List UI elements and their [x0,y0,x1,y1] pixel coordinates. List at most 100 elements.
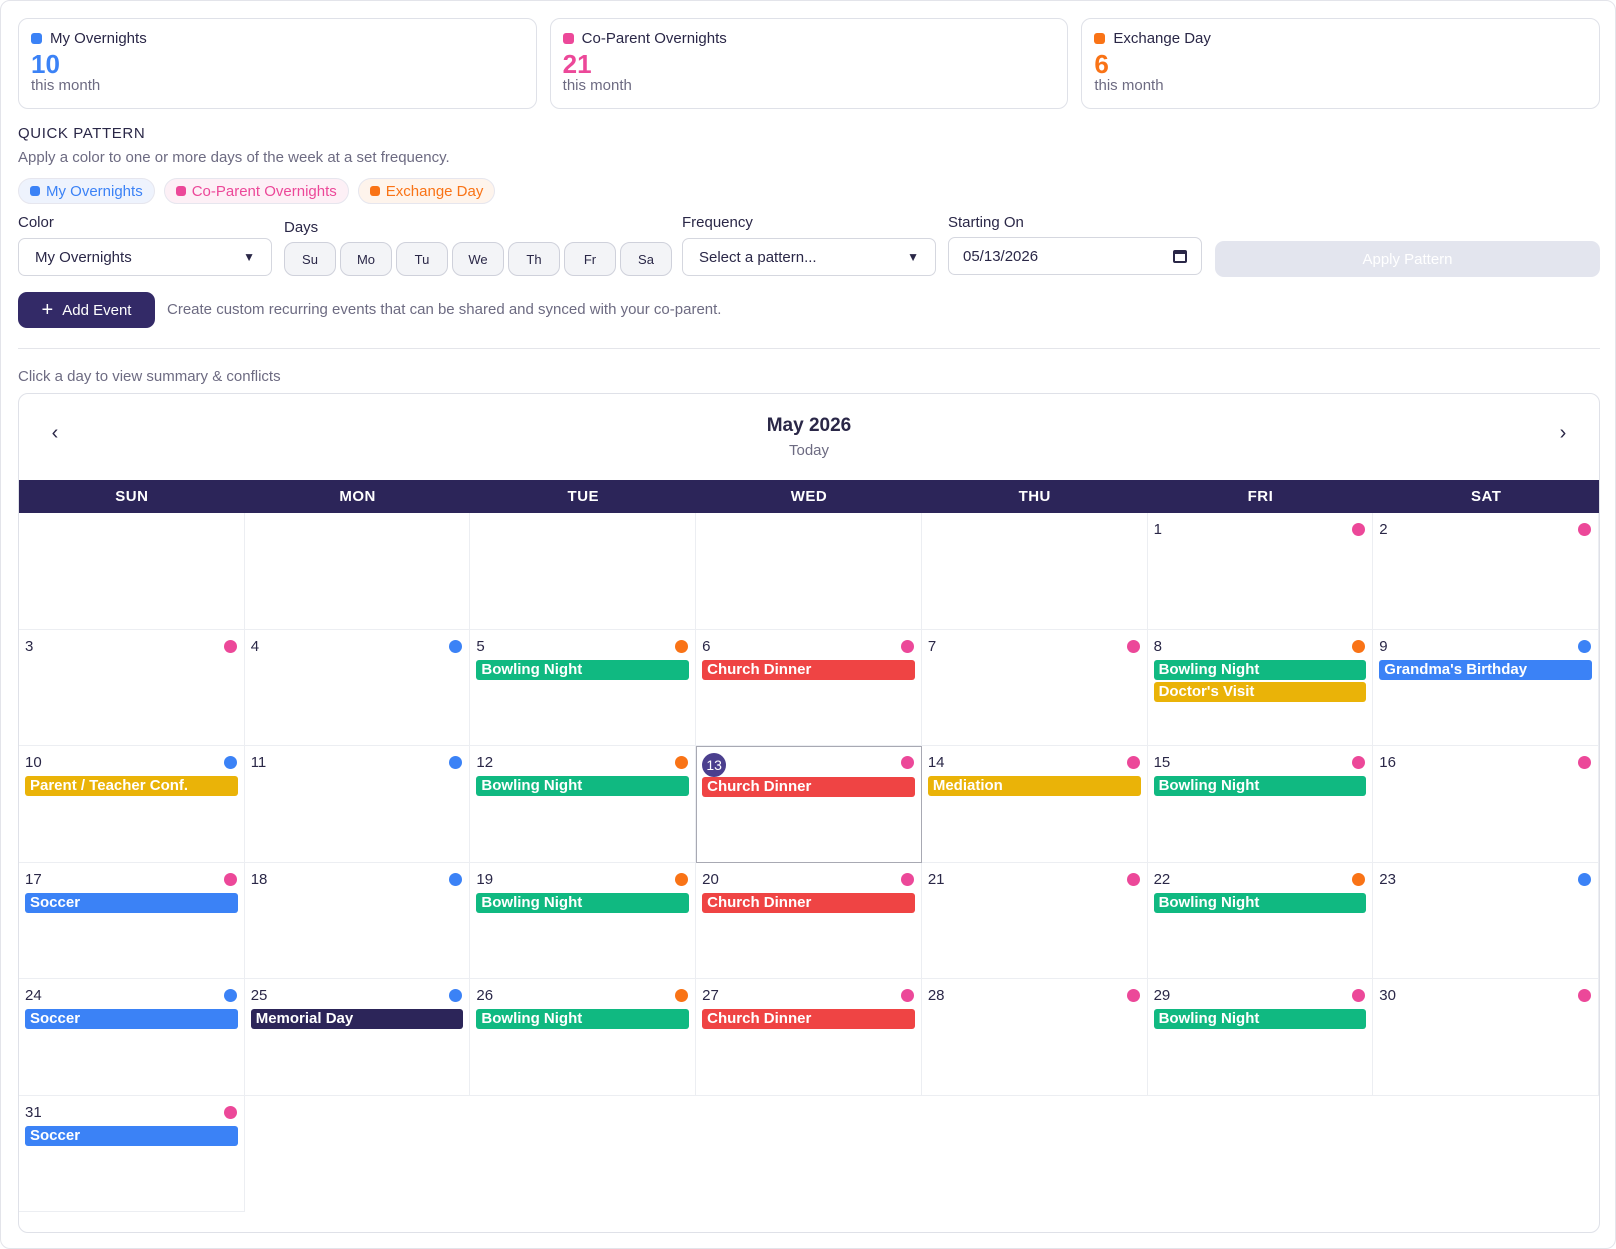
color-label: Color [18,214,54,231]
event-pill[interactable]: Church Dinner [702,659,915,680]
day-toggle-tu[interactable]: Tu [396,242,448,276]
day-cell-31[interactable]: 31 Soccer [19,1095,245,1212]
day-cell-28[interactable]: 28 [921,979,1148,1096]
event-pill[interactable]: Bowling Night [1153,659,1367,680]
event-pill[interactable]: Bowling Night [1153,1009,1367,1029]
event-pill[interactable]: Soccer [25,1009,238,1029]
chevron-right-icon[interactable]: › [1559,422,1567,444]
event-pill[interactable]: Memorial Day [250,1009,464,1029]
custody-dot-icon [1352,639,1366,653]
day-cell-14[interactable]: 14 Mediation [921,746,1148,863]
day-toggle-sa[interactable]: Sa [620,242,672,276]
day-cell-13[interactable]: 13 Church Dinner [696,746,922,863]
custody-dot-icon [223,1105,237,1119]
weekday-wed: WED [790,488,828,505]
day-toggle-we[interactable]: We [452,242,504,276]
apply-pattern-button[interactable]: Apply Pattern [1215,241,1600,277]
add-event-button[interactable]: + Add Event [18,292,155,328]
event-pill[interactable]: Doctor's Visit [1153,681,1367,702]
event-pill[interactable]: Soccer [25,892,238,913]
custody-dot-icon [1352,872,1366,886]
chip-my-overnights[interactable]: My Overnights [18,178,155,204]
day-cell-18[interactable]: 18 [244,862,471,979]
day-cell-8[interactable]: 8 Bowling Night Doctor's Visit [1147,629,1374,746]
day-cell-12[interactable]: 12 Bowling Night [470,746,697,863]
day-number: 15 [1153,754,1171,771]
frequency-select[interactable]: Select a pattern... ▼ [682,238,936,276]
event-list: Bowling Night [476,776,690,796]
day-cell-29[interactable]: 29 Bowling Night [1147,979,1374,1096]
day-cell-27[interactable]: 27 Church Dinner [696,979,922,1096]
legend-chips: My Overnights Co-Parent Overnights Excha… [18,178,496,204]
stat-card-coparent-overnights: Co-Parent Overnights 21 this month [549,18,1069,109]
event-pill[interactable]: Church Dinner [702,777,915,797]
day-cell-6[interactable]: 6 Church Dinner [696,629,922,746]
event-pill[interactable]: Grandma's Birthday [1379,659,1592,680]
event-list: Parent / Teacher Conf. [25,776,238,796]
event-pill[interactable]: Soccer [25,1125,238,1146]
custody-dot-icon [1577,756,1591,769]
event-pill[interactable]: Church Dinner [702,1009,915,1029]
day-cell-23[interactable]: 23 [1373,862,1599,979]
stat-sub: this month [562,77,632,94]
day-cell-26[interactable]: 26 Bowling Night [470,979,697,1096]
custody-dot-icon [1577,872,1591,886]
day-cell-19[interactable]: 19 Bowling Night [470,862,697,979]
event-list: Bowling Night [476,659,690,680]
start-date-input[interactable]: 05/13/2026 [948,237,1202,275]
day-toggle-th[interactable]: Th [508,242,560,276]
custody-dot-icon [675,872,689,886]
day-cell-22[interactable]: 22 Bowling Night [1147,862,1374,979]
day-cell-21[interactable]: 21 [921,862,1148,979]
stat-label: Co-Parent Overnights [581,30,727,47]
event-pill[interactable]: Bowling Night [1153,776,1367,796]
event-list: Soccer [25,1125,238,1146]
day-toggle-fr[interactable]: Fr [564,242,616,276]
event-pill[interactable]: Mediation [927,776,1141,796]
day-cell-11[interactable]: 11 [244,746,471,863]
day-cell-20[interactable]: 20 Church Dinner [696,862,922,979]
empty-day-cell [921,513,1148,630]
event-pill[interactable]: Bowling Night [1153,892,1367,913]
custody-dot-icon [1577,989,1591,1002]
day-number: 25 [250,987,268,1004]
day-cell-1[interactable]: 1 [1147,513,1374,630]
calendar-icon[interactable] [1173,249,1187,263]
day-cell-16[interactable]: 16 [1373,746,1599,863]
day-number: 9 [1379,637,1388,655]
day-toggle-su[interactable]: Su [284,242,336,276]
day-cell-7[interactable]: 7 [921,629,1148,746]
chip-label: My Overnights [46,182,143,200]
event-pill[interactable]: Church Dinner [702,892,915,913]
today-link[interactable]: Today [788,442,830,459]
event-list: Church Dinner [702,659,915,680]
square-icon [30,186,40,196]
event-pill[interactable]: Bowling Night [476,892,690,913]
day-cell-4[interactable]: 4 [244,629,471,746]
weekday-sun: SUN [115,488,149,505]
event-pill[interactable]: Parent / Teacher Conf. [25,776,238,796]
day-cell-9[interactable]: 9 Grandma's Birthday [1373,629,1599,746]
day-cell-10[interactable]: 10 Parent / Teacher Conf. [19,746,245,863]
custody-dot-icon [675,989,689,1002]
color-select[interactable]: My Overnights ▼ [18,238,272,276]
day-cell-5[interactable]: 5 Bowling Night [470,629,697,746]
chip-exchange-day[interactable]: Exchange Day [357,178,496,204]
event-pill[interactable]: Bowling Night [476,776,690,796]
day-cell-15[interactable]: 15 Bowling Night [1147,746,1374,863]
event-pill[interactable]: Bowling Night [476,1009,690,1029]
day-toggle-mo[interactable]: Mo [340,242,392,276]
day-cell-25[interactable]: 25 Memorial Day [244,979,471,1096]
chevron-left-icon[interactable]: ‹ [51,422,59,444]
day-cell-17[interactable]: 17 Soccer [19,862,245,979]
event-pill[interactable]: Bowling Night [476,659,690,680]
empty-day-cell [696,513,922,630]
day-number: 18 [250,870,268,888]
chip-coparent-overnights[interactable]: Co-Parent Overnights [163,178,349,204]
day-cell-3[interactable]: 3 [19,629,245,746]
day-cell-2[interactable]: 2 [1373,513,1599,630]
event-list: Bowling Night [476,1009,690,1029]
day-cell-30[interactable]: 30 [1373,979,1599,1096]
day-cell-24[interactable]: 24 Soccer [19,979,245,1096]
weekday-mon: MON [339,488,376,505]
